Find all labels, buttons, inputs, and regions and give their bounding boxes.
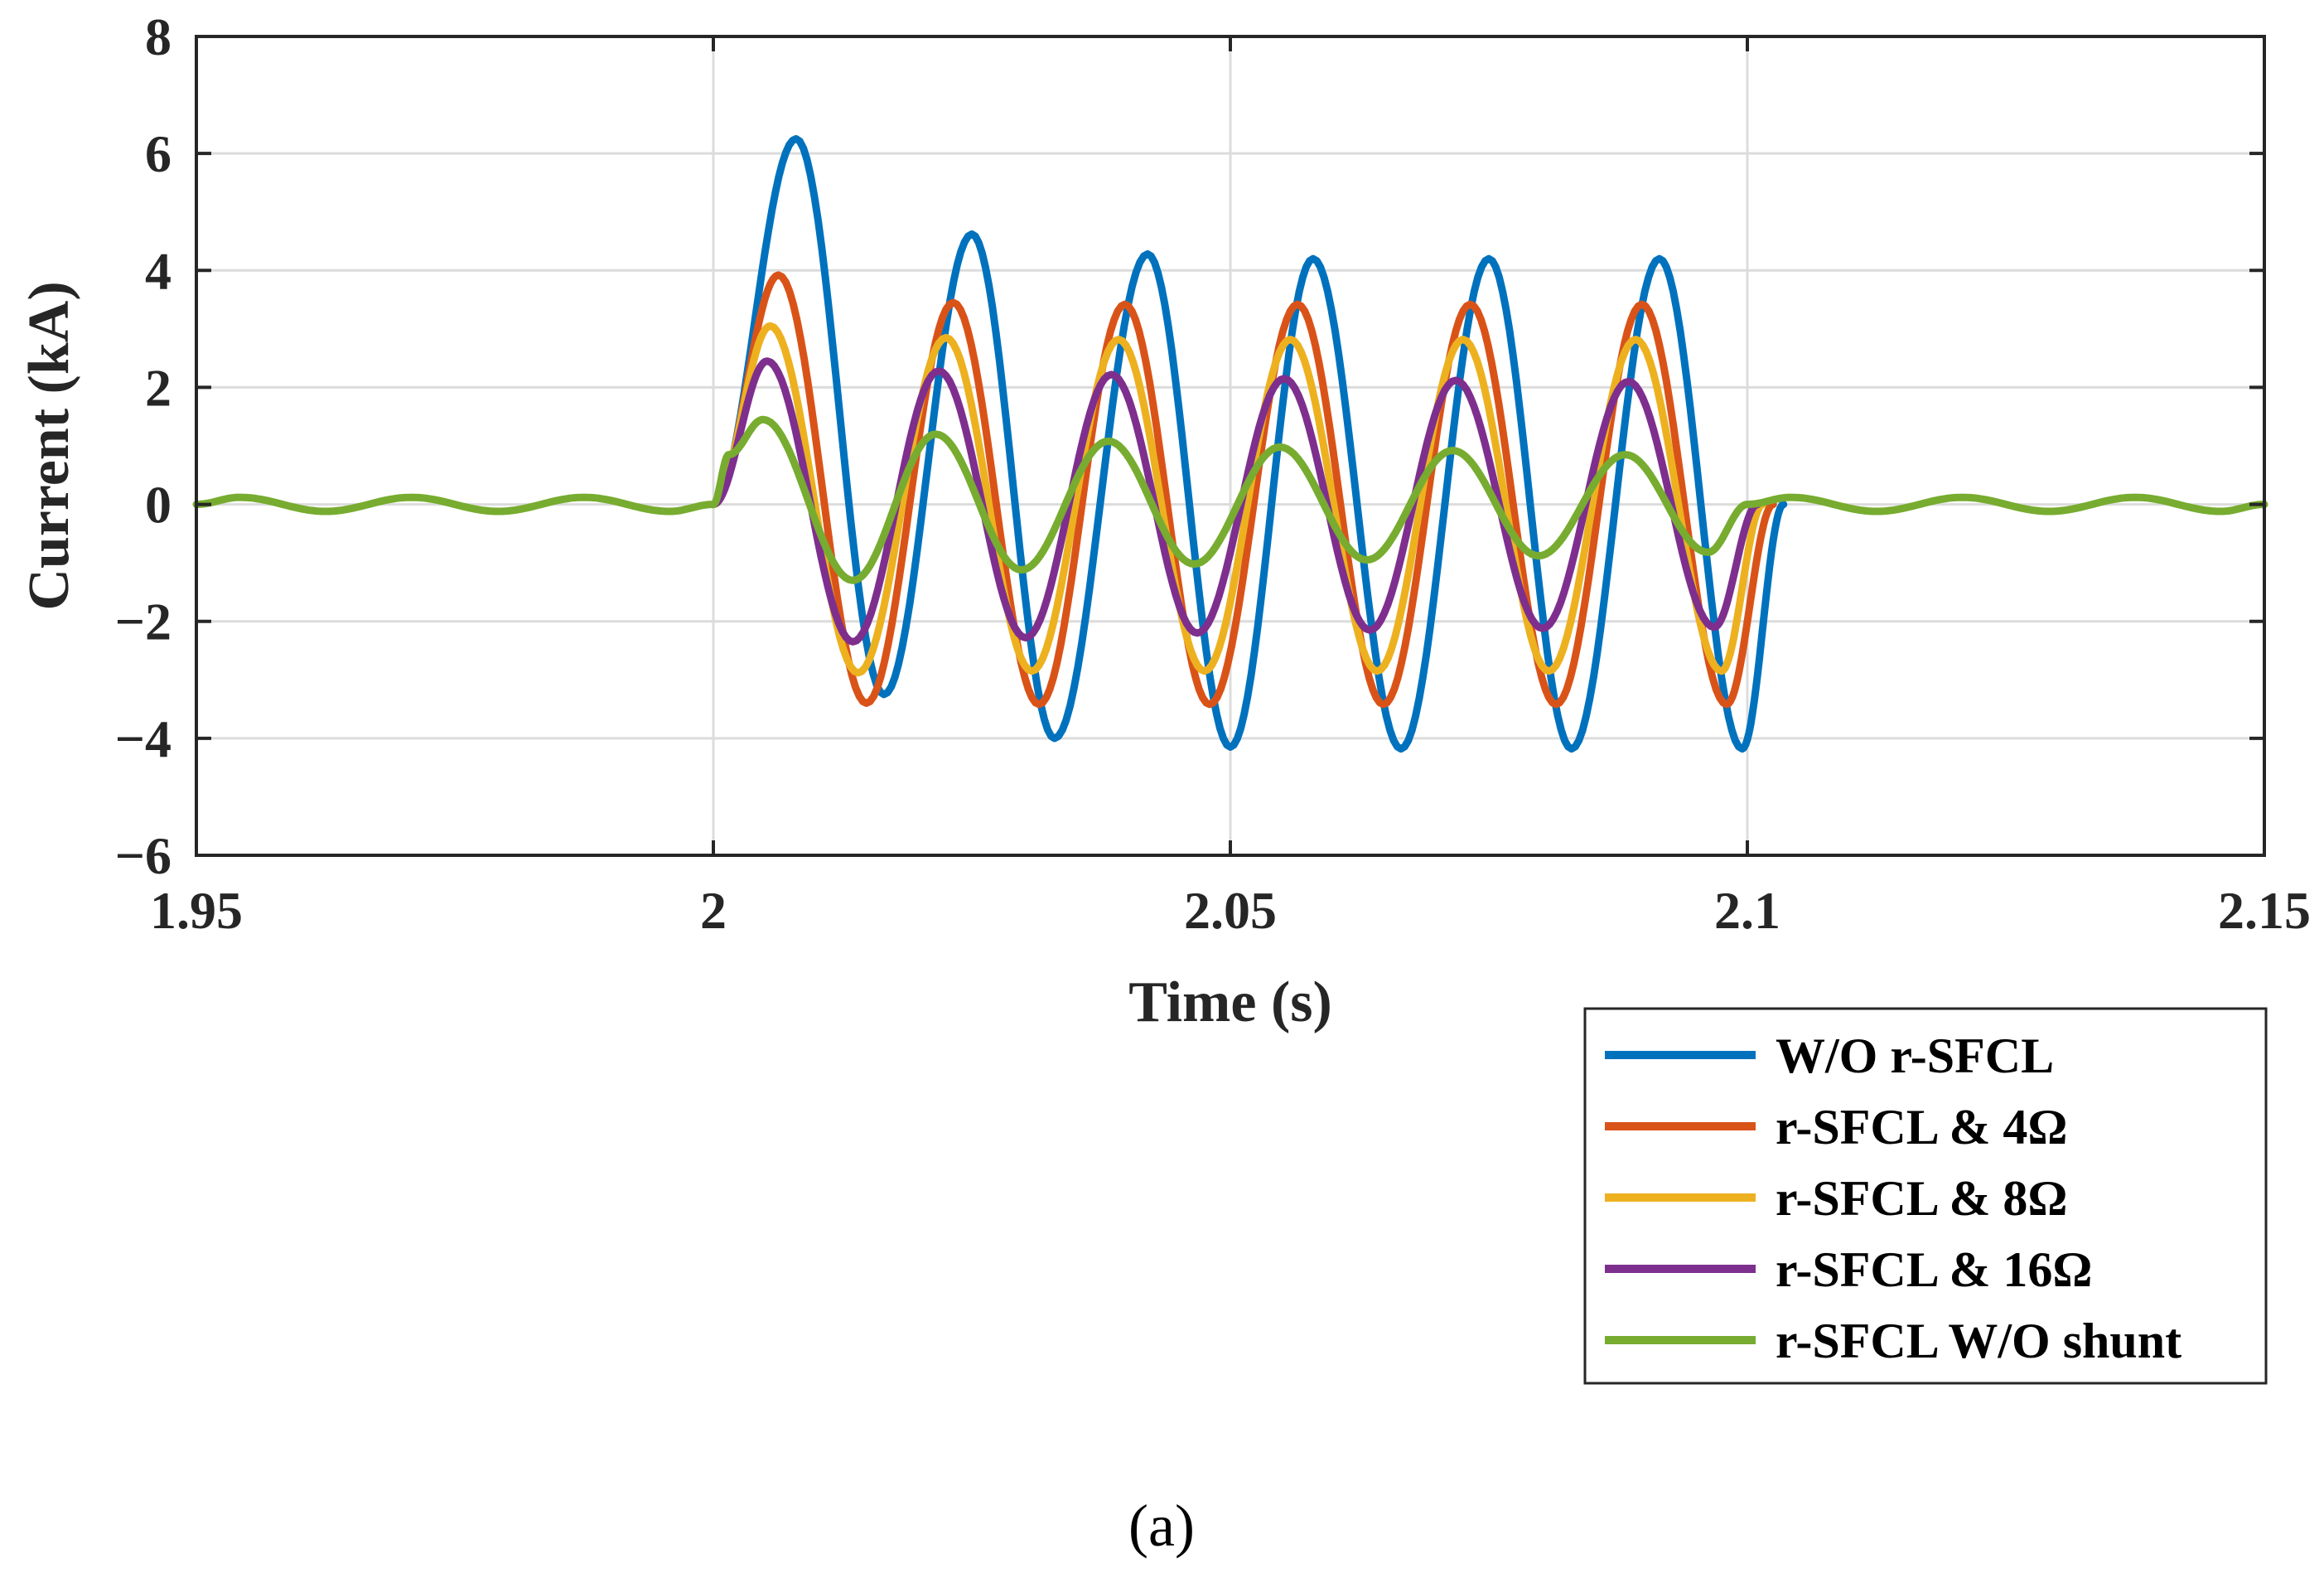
series-line	[709, 322, 1767, 677]
x-tick-labels: 1.95 2 2.05 2.1 2.15	[150, 881, 2311, 940]
x-tick-label: 1.95	[150, 881, 243, 940]
series-line	[709, 271, 1777, 709]
x-tick-label: 2.1	[1714, 881, 1780, 940]
y-tick-label: −2	[115, 593, 172, 651]
y-tick-labels: −6 −4 −2 0 2 4 6 8	[115, 7, 172, 885]
legend-label: r-SFCL & 16Ω	[1776, 1242, 2092, 1297]
axis-ticks	[195, 35, 2266, 857]
y-tick-label: −6	[115, 826, 172, 885]
y-tick-label: 6	[145, 124, 172, 183]
y-axis-label: Current (kA)	[17, 281, 81, 610]
legend: W/O r-SFCL r-SFCL & 4Ω r-SFCL & 8Ω r-SFCL &…	[1583, 1007, 2268, 1385]
grid-lines	[195, 35, 2266, 857]
y-tick-label: 8	[145, 7, 172, 66]
series-line	[709, 135, 1788, 753]
y-tick-label: −4	[115, 709, 172, 768]
legend-label: r-SFCL W/O shunt	[1776, 1314, 2181, 1368]
x-tick-label: 2	[700, 881, 727, 940]
y-tick-label: 0	[145, 476, 172, 535]
x-axis-label: Time (s)	[1128, 970, 1332, 1034]
figure-caption: (a)	[1128, 1493, 1195, 1559]
y-tick-label: 2	[145, 358, 172, 417]
x-tick-label: 2.15	[2218, 881, 2311, 940]
x-tick-label: 2.05	[1184, 881, 1277, 940]
legend-label: r-SFCL & 4Ω	[1776, 1100, 2067, 1154]
y-tick-label: 4	[145, 241, 172, 300]
legend-label: W/O r-SFCL	[1776, 1028, 2054, 1083]
legend-label: r-SFCL & 8Ω	[1776, 1171, 2067, 1226]
series-lines	[192, 135, 2268, 753]
series-line	[192, 415, 2268, 584]
